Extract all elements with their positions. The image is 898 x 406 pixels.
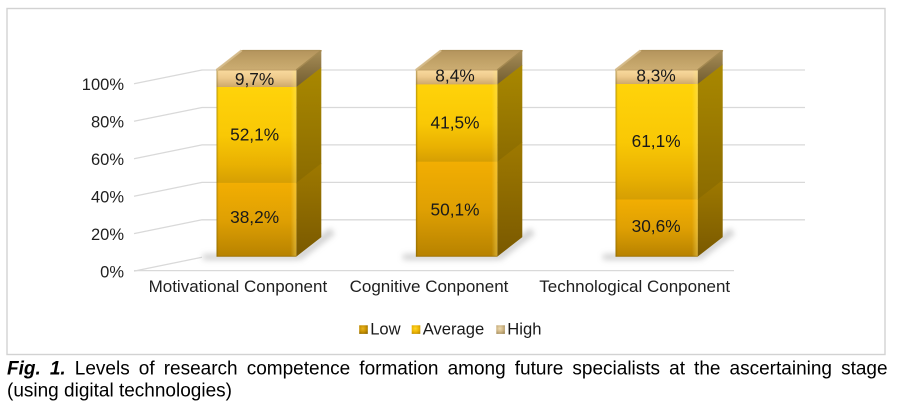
svg-text:0%: 0%	[100, 263, 124, 281]
svg-text:Motivational Conponent: Motivational Conponent	[149, 277, 328, 296]
svg-text:Technological Conponent: Technological Conponent	[539, 277, 730, 296]
svg-text:30,6%: 30,6%	[632, 216, 681, 236]
svg-text:60%: 60%	[91, 151, 124, 169]
svg-text:High: High	[507, 319, 541, 338]
svg-text:Cognitive Conponent: Cognitive Conponent	[350, 277, 509, 296]
svg-text:100%: 100%	[82, 76, 125, 94]
svg-text:50,1%: 50,1%	[430, 200, 479, 220]
svg-text:9,7%: 9,7%	[235, 69, 274, 89]
svg-text:8,4%: 8,4%	[435, 66, 474, 86]
svg-text:(using digital technologies): (using digital technologies)	[7, 380, 232, 401]
svg-text:38,2%: 38,2%	[230, 207, 279, 227]
svg-text:40%: 40%	[91, 188, 124, 206]
svg-text:80%: 80%	[91, 114, 124, 132]
svg-text:52,1%: 52,1%	[230, 125, 279, 145]
svg-text:Fig. 1. Levels of research com: Fig. 1. Levels of research competence fo…	[7, 359, 888, 380]
svg-text:41,5%: 41,5%	[430, 113, 479, 133]
svg-text:Low: Low	[370, 319, 401, 338]
svg-text:8,3%: 8,3%	[636, 66, 675, 86]
svg-text:20%: 20%	[91, 226, 124, 244]
svg-text:Average: Average	[423, 319, 485, 338]
svg-text:61,1%: 61,1%	[632, 131, 681, 151]
